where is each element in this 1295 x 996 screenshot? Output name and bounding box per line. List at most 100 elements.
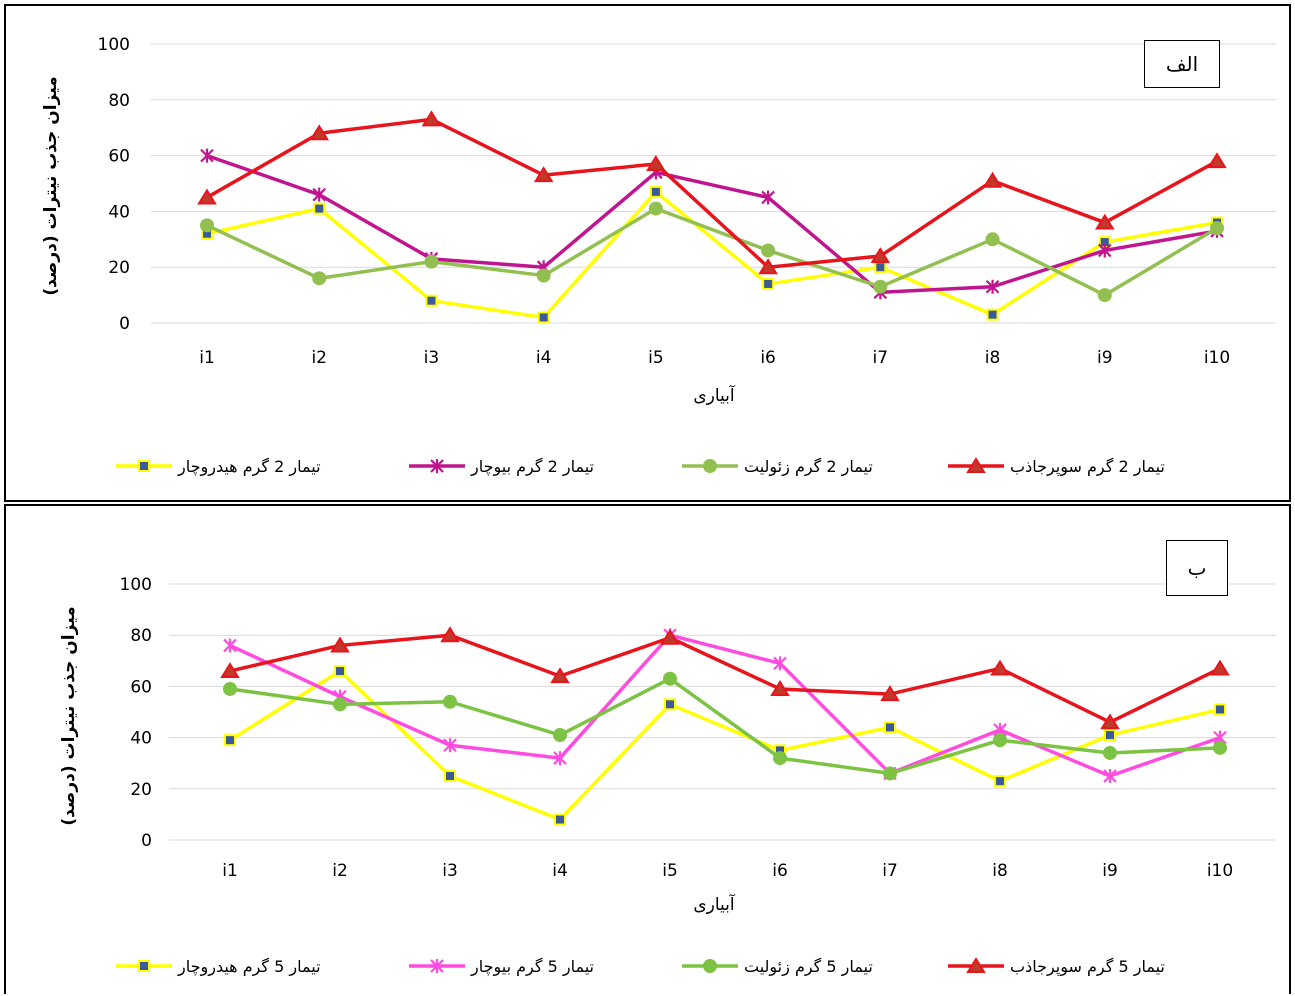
- y-tick-label: 0: [119, 314, 130, 334]
- data-point: [985, 279, 1000, 294]
- data-point: [424, 254, 439, 269]
- data-point: [994, 775, 1006, 788]
- y-tick-label: 40: [130, 729, 152, 749]
- data-point: [883, 766, 897, 781]
- line-chart-b: 0 20 40 60 80 100 i1 i2 i3 i4 i5 i6 i7 i8 i9 i10 آبیاری م…: [59, 575, 1276, 977]
- y-tick-label: 60: [130, 677, 152, 697]
- legend-label: تیمار 5 گرم سوپرجاذب: [1010, 957, 1165, 977]
- data-point: [553, 728, 567, 743]
- series-1: [224, 665, 1226, 826]
- chart-panel-b: 0 20 40 60 80 100 i1 i2 i3 i4 i5 i6 i7 i8 i9 i10 آبیاری م…: [4, 504, 1291, 994]
- data-point: [1210, 659, 1230, 676]
- data-point: [223, 638, 237, 653]
- data-point: [874, 261, 887, 274]
- panel-label-b: ب: [1166, 540, 1228, 596]
- data-point: [334, 665, 346, 678]
- x-tick-label: i4: [536, 348, 552, 368]
- y-axis-title: میزان جذب نیترات (درصد): [59, 606, 79, 825]
- data-point: [646, 155, 666, 171]
- x-tick-label: i6: [772, 861, 788, 881]
- data-point: [1103, 769, 1117, 783]
- data-point: [758, 258, 778, 275]
- legend-marker: [430, 959, 444, 973]
- data-point: [1094, 213, 1115, 230]
- legend-item: تیمار 2 گرم زئولیت: [682, 457, 873, 477]
- data-point: [648, 201, 663, 216]
- data-point: [1103, 745, 1117, 760]
- series-line: [229, 633, 1221, 724]
- x-tick-label: i9: [1097, 348, 1113, 368]
- line-chart-a: 0 20 40 60 80 100 i1 i2 i3 i4 i5 i6 i7 i8 i9 i10 آبیاری م…: [41, 35, 1276, 477]
- legend-label: تیمار 2 گرم زئولیت: [744, 457, 873, 477]
- series-line: [229, 633, 1221, 778]
- data-point: [443, 738, 457, 753]
- y-tick-label: 100: [120, 575, 152, 595]
- series-3: [200, 201, 1224, 303]
- data-point: [770, 680, 790, 696]
- legend: تیمار 2 گرم هیدروچار تیمار 2 گرم بیوچار تی…: [116, 457, 1165, 477]
- data-point: [1207, 152, 1227, 169]
- data-point: [986, 308, 999, 321]
- legend-marker: [138, 460, 150, 472]
- data-point: [550, 667, 570, 684]
- x-tick-label: i6: [760, 348, 776, 368]
- y-axis-title: میزان جذب نیترات (درصد): [41, 76, 61, 295]
- data-point: [1104, 729, 1116, 742]
- gridlines: [169, 583, 1276, 841]
- legend-item: تیمار 5 گرم سوپرجاذب: [948, 957, 1165, 977]
- x-tick-label: i8: [992, 861, 1008, 881]
- data-point: [200, 218, 214, 233]
- legend-marker: [966, 957, 986, 973]
- series-line: [229, 669, 1221, 822]
- gridlines: [151, 43, 1276, 324]
- y-tick-label: 80: [130, 626, 152, 646]
- x-tick-label: i5: [648, 348, 664, 368]
- data-point: [440, 626, 460, 643]
- data-point: [1210, 221, 1224, 236]
- data-point: [993, 733, 1007, 748]
- legend-item: تیمار 2 گرم سوپرجاذب: [948, 457, 1165, 477]
- data-point: [762, 277, 775, 290]
- data-point: [197, 188, 217, 205]
- data-point: [224, 734, 236, 747]
- series-1: [201, 185, 1223, 324]
- data-point: [554, 813, 566, 826]
- y-tick-label: 40: [108, 202, 130, 222]
- data-point: [873, 279, 888, 294]
- x-tick-label: i2: [332, 861, 348, 881]
- data-point: [985, 232, 1000, 247]
- x-tick-label: i7: [873, 348, 889, 368]
- x-tick-label: i5: [662, 861, 678, 881]
- x-axis-title: آبیاری: [693, 893, 736, 915]
- data-point: [660, 628, 680, 645]
- series-4: [197, 110, 1227, 275]
- panel-label-a: الف: [1144, 40, 1220, 88]
- data-point: [333, 697, 347, 712]
- legend-label: تیمار 2 گرم بیوچار: [470, 457, 594, 477]
- x-axis-title: آبیاری: [693, 384, 736, 406]
- data-point: [1214, 703, 1226, 716]
- series-line: [229, 676, 1221, 776]
- legend-item: تیمار 2 گرم بیوچار: [409, 457, 594, 477]
- x-tick-label: i10: [1204, 348, 1230, 368]
- x-tick-label: i8: [985, 348, 1001, 368]
- y-tick-label: 60: [108, 147, 130, 167]
- legend-item: تیمار 5 گرم زئولیت: [682, 957, 873, 977]
- y-tick-label: 100: [98, 35, 130, 55]
- data-point: [536, 268, 551, 283]
- x-tick-label: i10: [1207, 861, 1233, 881]
- series-line: [206, 206, 1218, 297]
- data-point: [309, 124, 330, 141]
- legend-item: تیمار 5 گرم هیدروچار: [116, 957, 321, 977]
- data-point: [880, 685, 900, 702]
- y-tick-label: 20: [130, 780, 152, 800]
- y-tick-label: 80: [108, 91, 130, 111]
- x-tick-label: i3: [442, 861, 458, 881]
- data-point: [761, 243, 776, 258]
- data-point: [1100, 713, 1120, 730]
- data-point: [1098, 236, 1111, 249]
- legend-marker: [703, 959, 717, 973]
- data-point: [649, 185, 662, 198]
- data-point: [884, 721, 896, 734]
- data-point: [533, 166, 554, 183]
